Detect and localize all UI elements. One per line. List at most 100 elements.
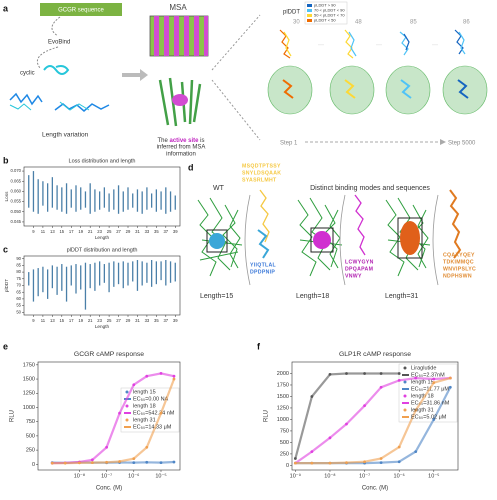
x-axis-label: Length xyxy=(95,324,110,329)
data-point xyxy=(414,408,418,412)
data-point xyxy=(172,374,176,378)
active-site-text: inferred from MSA xyxy=(157,145,206,151)
y-tick-label: 60 xyxy=(16,296,21,301)
x-tick-label: 11 xyxy=(41,318,46,323)
data-point xyxy=(414,376,418,380)
legend-text: 70 < pLDDT < 90 xyxy=(314,8,345,13)
sequence: DPQAPAM xyxy=(345,266,373,272)
y-tick-label: 0 xyxy=(32,462,35,468)
sequence-label: GCGR sequence xyxy=(58,8,104,14)
data-point xyxy=(414,450,418,454)
legend-ec50: EC₅₀=14.33 μM xyxy=(133,424,172,430)
data-point xyxy=(363,460,366,464)
protein xyxy=(158,77,202,127)
x-tick-label: 23 xyxy=(97,229,102,234)
data-point xyxy=(118,460,121,463)
ellipsis: ··· xyxy=(318,43,324,49)
x-tick-label: 33 xyxy=(145,318,150,323)
x-tick-label: 10⁻⁵ xyxy=(428,472,439,479)
x-tick-label: 9 xyxy=(32,318,35,323)
legend-name: length 15 xyxy=(133,389,156,395)
y-tick-label: 1750 xyxy=(23,362,35,368)
x-tick-label: 29 xyxy=(126,229,131,234)
data-point xyxy=(132,457,136,461)
y-tick-label: 75 xyxy=(16,276,21,281)
chart-title: GLP1R cAMP response xyxy=(339,351,411,358)
site-box xyxy=(310,227,334,253)
panel-label: a xyxy=(3,3,9,13)
y-tick-label: 85 xyxy=(16,262,21,267)
data-point xyxy=(78,461,81,465)
data-point xyxy=(90,461,94,465)
x-axis-label: Conc. (M) xyxy=(96,486,122,492)
legend-name: length 18 xyxy=(411,393,434,399)
data-point xyxy=(145,460,149,464)
bracket xyxy=(211,14,261,141)
data-point xyxy=(345,461,348,465)
data-point xyxy=(310,450,314,454)
data-point xyxy=(50,461,54,465)
legend-name: Liraglutide xyxy=(411,365,436,371)
evobind-label: EvoBind xyxy=(48,40,70,46)
data-point xyxy=(397,378,401,382)
x-tick-label: 19 xyxy=(78,318,83,323)
chart-title: Loss distribution and length xyxy=(69,158,136,164)
data-point xyxy=(132,461,136,465)
x-tick-label: 10⁻⁶ xyxy=(128,472,139,479)
series-line xyxy=(295,377,451,465)
data-point xyxy=(293,457,297,460)
x-tick-label: 10⁻⁹ xyxy=(290,472,301,479)
y-axis-label: Loss xyxy=(4,191,9,202)
x-tick-label: 31 xyxy=(135,229,140,234)
y-tick-label: 1500 xyxy=(277,394,289,400)
sequence: TDKIMMQC xyxy=(443,259,474,265)
legend-name: length 31 xyxy=(133,417,156,423)
data-point xyxy=(397,460,401,464)
data-point xyxy=(310,395,314,398)
step-number: 86 xyxy=(463,20,470,26)
x-tick-label: 10⁻⁶ xyxy=(394,472,405,479)
data-point xyxy=(432,418,436,421)
y-tick-label: 2000 xyxy=(277,371,289,377)
data-point xyxy=(448,385,452,389)
x-tick-label: 11 xyxy=(41,229,46,234)
y-tick-label: 250 xyxy=(26,448,35,454)
peptide xyxy=(9,101,90,111)
y-axis-label: RLU xyxy=(10,410,16,422)
data-point xyxy=(132,383,136,387)
data-point xyxy=(397,445,401,449)
x-tick-label: 35 xyxy=(154,229,159,234)
x-tick-label: 35 xyxy=(154,318,159,323)
x-tick-label: 37 xyxy=(163,318,168,323)
data-point xyxy=(328,373,332,376)
data-point xyxy=(118,411,121,415)
x-tick-label: 25 xyxy=(107,318,112,323)
y-axis-label: RLU xyxy=(264,410,270,422)
data-point xyxy=(105,445,109,449)
legend-text: pLDDT < 50 xyxy=(314,18,336,23)
arrow xyxy=(51,16,61,37)
x-tick-label: 10⁻⁷ xyxy=(101,472,112,479)
data-point xyxy=(379,385,383,389)
sequence: NDPHSWN xyxy=(443,273,472,279)
structures xyxy=(267,29,488,115)
data-point xyxy=(448,376,452,380)
panel-a: a GCGR sequence EvoBind cyclic Length va… xyxy=(3,1,488,158)
plddt-legend: pLDDT > 90 70 < pLDDT < 90 50 < pLDDT < … xyxy=(304,1,348,25)
panel-d: d WT Distinct binding modes and sequence… xyxy=(188,162,476,299)
peptide xyxy=(43,65,70,75)
data-point xyxy=(328,436,332,440)
ellipsis: ··· xyxy=(376,43,382,49)
peptide xyxy=(313,231,331,249)
sequence-box xyxy=(40,3,122,16)
chart-title: GCGR cAMP response xyxy=(74,351,144,358)
data-point xyxy=(172,460,176,464)
plot-frame xyxy=(291,361,459,471)
ellipsis: ··· xyxy=(432,43,438,49)
data-point xyxy=(363,404,366,408)
plot-frame xyxy=(23,166,181,227)
x-tick-label: 21 xyxy=(88,229,93,234)
length-label: Length=18 xyxy=(296,293,329,300)
y-axis-label: plDDT xyxy=(4,279,9,292)
x-tick-label: 25 xyxy=(107,229,112,234)
